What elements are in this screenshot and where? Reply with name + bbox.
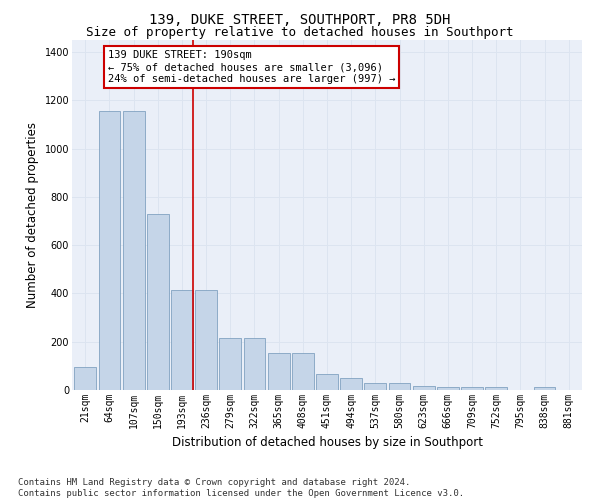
Bar [364,383,386,390]
Bar [316,374,338,390]
Bar [220,338,241,390]
Text: 139, DUKE STREET, SOUTHPORT, PR8 5DH: 139, DUKE STREET, SOUTHPORT, PR8 5DH [149,12,451,26]
Bar [533,386,556,390]
Text: Contains HM Land Registry data © Crown copyright and database right 2024.
Contai: Contains HM Land Registry data © Crown c… [18,478,464,498]
Bar [389,384,410,390]
Text: 139 DUKE STREET: 190sqm
← 75% of detached houses are smaller (3,096)
24% of semi: 139 DUKE STREET: 190sqm ← 75% of detache… [108,50,395,84]
Bar [485,387,507,390]
Bar [147,214,169,390]
Text: Size of property relative to detached houses in Southport: Size of property relative to detached ho… [86,26,514,39]
Bar [268,352,290,390]
Bar [292,352,314,390]
Bar [123,111,145,390]
Y-axis label: Number of detached properties: Number of detached properties [26,122,39,308]
Bar [171,290,193,390]
Bar [244,338,265,390]
Bar [340,378,362,390]
X-axis label: Distribution of detached houses by size in Southport: Distribution of detached houses by size … [172,436,482,450]
Bar [413,386,434,390]
Bar [195,290,217,390]
Bar [98,111,121,390]
Bar [461,387,483,390]
Bar [74,367,96,390]
Bar [437,387,459,390]
